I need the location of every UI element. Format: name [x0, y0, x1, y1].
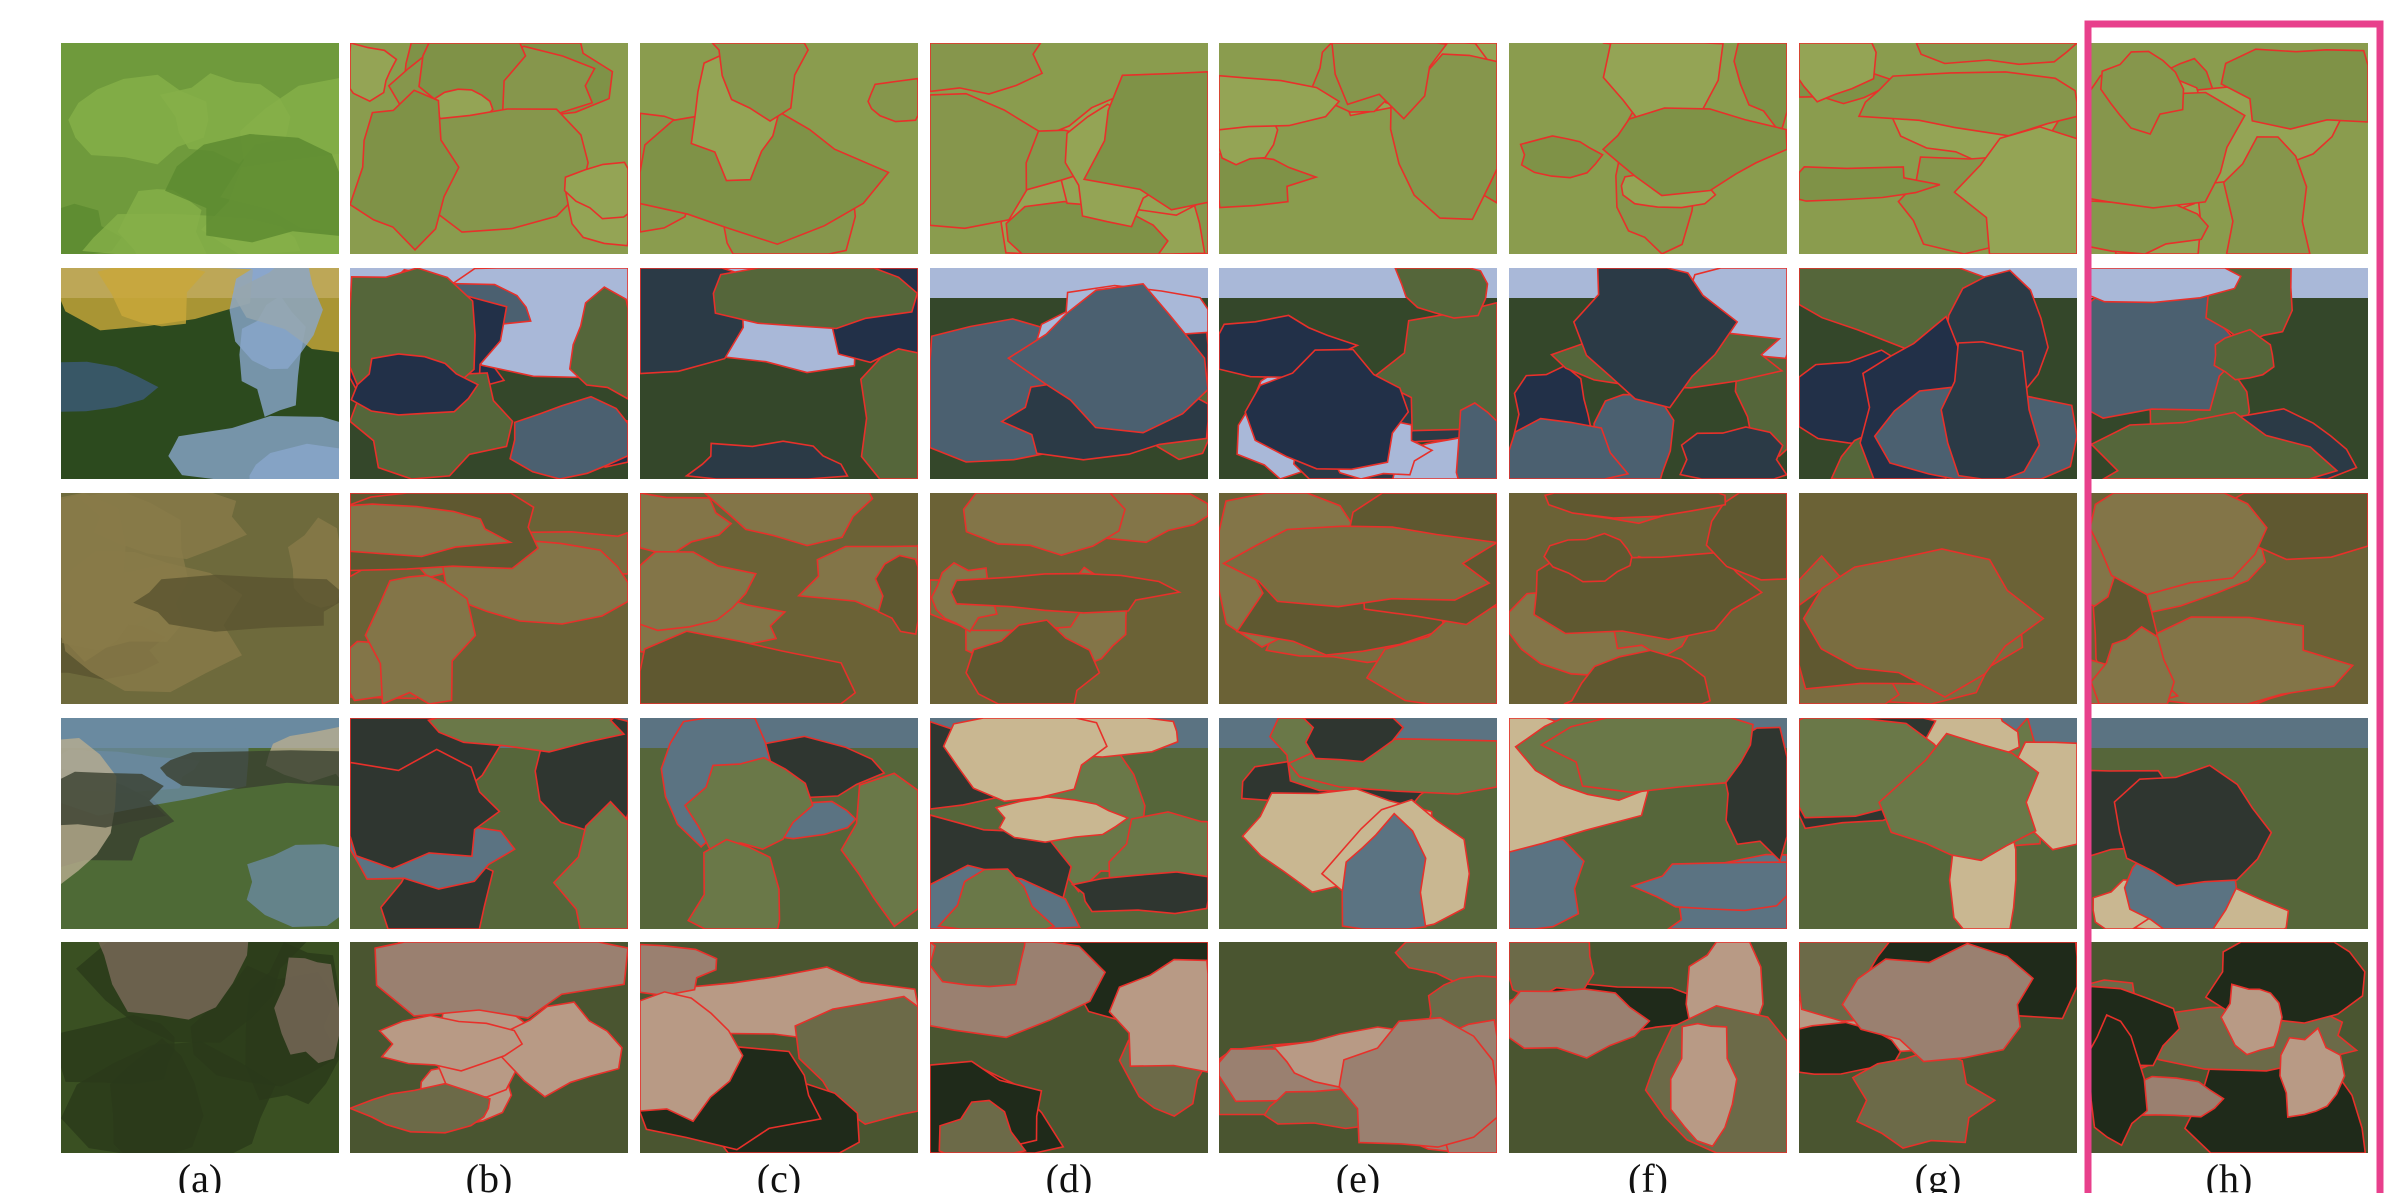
segmentation-result: [930, 718, 1208, 929]
segmentation-result: [2090, 718, 2368, 929]
cell-content: [1509, 493, 1787, 704]
cell-content: [2090, 718, 2368, 929]
cell-content: [930, 718, 1208, 929]
cell-content: [1509, 942, 1787, 1153]
cell-content: [1799, 718, 2077, 929]
segmentation-result: [2090, 268, 2368, 479]
segmentation-result: [350, 942, 628, 1153]
cell-content: [1219, 268, 1497, 479]
segmentation-result: [1799, 268, 2077, 479]
segmentation-result: [1509, 942, 1787, 1153]
segmentation-result: [640, 268, 918, 479]
segmentation-result: [350, 718, 628, 929]
cell-content: [640, 268, 918, 479]
segment: [930, 942, 1025, 987]
cell-content: [930, 942, 1208, 1153]
segmentation-result: [1799, 718, 2077, 929]
segment: [1916, 43, 2077, 64]
segmentation-result: [1799, 942, 2077, 1153]
cell-content: [930, 43, 1208, 254]
photo-region: [160, 750, 339, 789]
cell-content: [350, 43, 628, 254]
cell-content: [1219, 942, 1497, 1153]
input-photo: [61, 43, 339, 254]
cell-content: [1509, 43, 1787, 254]
input-photo: [61, 268, 339, 479]
cell-content: [930, 268, 1208, 479]
segmentation-result: [640, 942, 918, 1153]
cell-content: [61, 942, 339, 1153]
input-photo: [61, 718, 339, 929]
segmentation-result: [2090, 493, 2368, 704]
cell-content: [350, 718, 628, 929]
segmentation-result: [1799, 43, 2077, 254]
cell-content: [640, 942, 918, 1153]
cell-content: [2090, 268, 2368, 479]
cell-content: [1219, 493, 1497, 704]
segmentation-result: [640, 43, 918, 254]
column-label: (e): [1336, 1156, 1380, 1193]
cell-content: [2090, 493, 2368, 704]
segmentation-result: [1509, 268, 1787, 479]
segmentation-result: [930, 493, 1208, 704]
column-label: (f): [1628, 1156, 1668, 1193]
cell-content: [1509, 268, 1787, 479]
column-label: (c): [757, 1156, 801, 1193]
input-photo: [61, 942, 339, 1153]
cell-content: [1799, 43, 2077, 254]
segmentation-result: [930, 942, 1208, 1153]
segmentation-result: [930, 268, 1208, 479]
cell-content: [350, 493, 628, 704]
segmentation-result: [1219, 718, 1497, 929]
segment: [1680, 427, 1787, 479]
segmentation-result: [1219, 942, 1497, 1153]
column-label: (b): [466, 1156, 513, 1193]
cell-content: [640, 43, 918, 254]
column-label: (h): [2206, 1156, 2253, 1193]
cell-content: [640, 493, 918, 704]
segmentation-result: [2090, 942, 2368, 1153]
segmentation-result: [1509, 493, 1787, 704]
cell-content: [1219, 43, 1497, 254]
segmentation-result: [1509, 718, 1787, 929]
segmentation-result: [1799, 493, 2077, 704]
segmentation-result: [350, 493, 628, 704]
segmentation-result: [1219, 268, 1497, 479]
cell-content: [1799, 942, 2077, 1153]
figure: (a) (b) (c) (d) (e) (f) (g) (h): [0, 0, 2399, 1193]
cell-content: [2090, 43, 2368, 254]
cell-content: [350, 268, 628, 479]
column-label: (d): [1046, 1156, 1093, 1193]
column-label: (a): [178, 1156, 222, 1193]
cell-content: [61, 43, 339, 254]
cell-content: [930, 493, 1208, 704]
segmentation-result: [640, 718, 918, 929]
sky: [2090, 718, 2368, 748]
segmentation-result: [930, 43, 1208, 254]
cell-content: [1219, 718, 1497, 929]
segmentation-result: [350, 268, 628, 479]
cell-content: [640, 718, 918, 929]
cell-content: [1509, 718, 1787, 929]
cell-content: [1799, 268, 2077, 479]
segmentation-result: [350, 43, 628, 254]
cell-content: [61, 268, 339, 479]
segmentation-result: [2090, 43, 2368, 254]
cell-content: [350, 942, 628, 1153]
column-label: (g): [1915, 1156, 1962, 1193]
segmentation-result: [1509, 43, 1787, 254]
cell-content: [1799, 493, 2077, 704]
input-photo: [61, 493, 339, 704]
segmentation-result: [1219, 493, 1497, 704]
segmentation-result: [640, 493, 918, 704]
segment: [1456, 403, 1497, 479]
segmentation-result: [1219, 43, 1497, 254]
cell-content: [61, 493, 339, 704]
cell-content: [61, 718, 339, 929]
cell-content: [2090, 942, 2368, 1153]
